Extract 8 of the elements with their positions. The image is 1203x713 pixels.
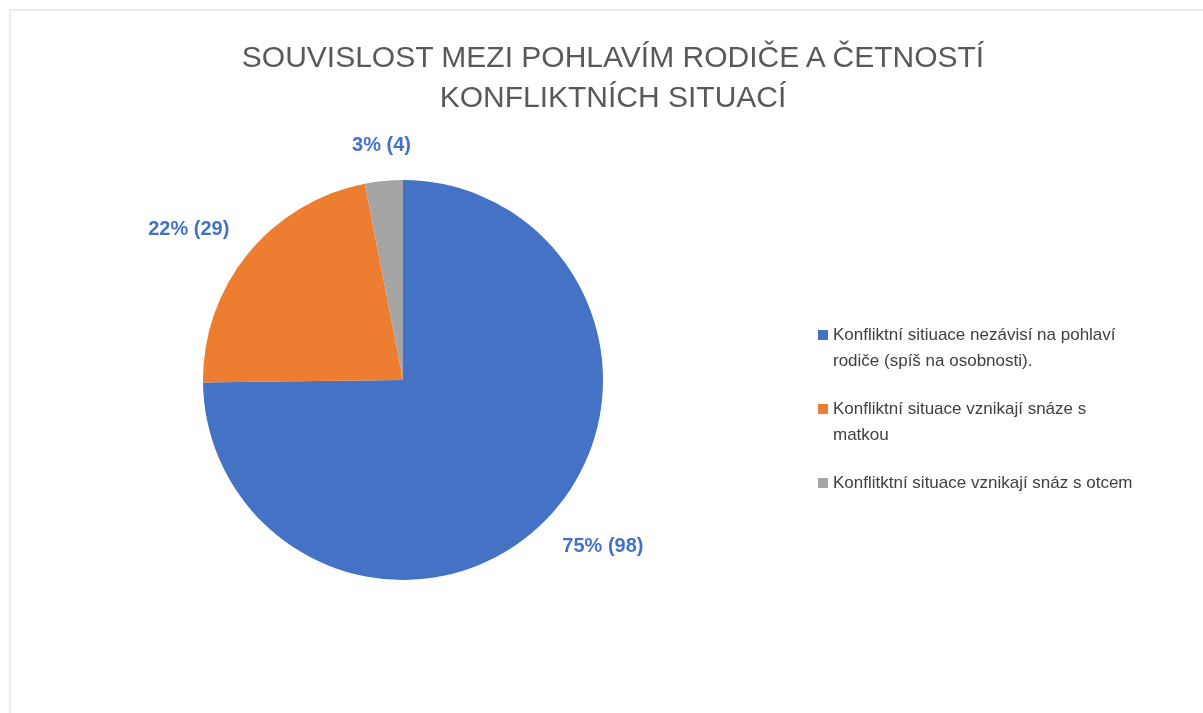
data-label: 3% (4) bbox=[352, 133, 411, 156]
legend-label: Konflitktní situace vznikají snáz s otcem bbox=[833, 473, 1133, 492]
legend-label: Konfliktní sitiuace nezávisí na pohlaví rodiče (spíš na osobnosti). bbox=[833, 325, 1116, 370]
data-label: 75% (98) bbox=[562, 533, 644, 556]
pie-slice bbox=[364, 180, 403, 380]
data-label: 22% (29) bbox=[148, 216, 230, 239]
legend-label: Konfliktní situace vznikají snáze s matkou bbox=[833, 399, 1087, 444]
chart-title: SOUVISLOST MEZI POHLAVÍM RODIČE A ČETNOSTÍ KONFLIKTNÍCH SITUACÍ bbox=[241, 40, 985, 113]
